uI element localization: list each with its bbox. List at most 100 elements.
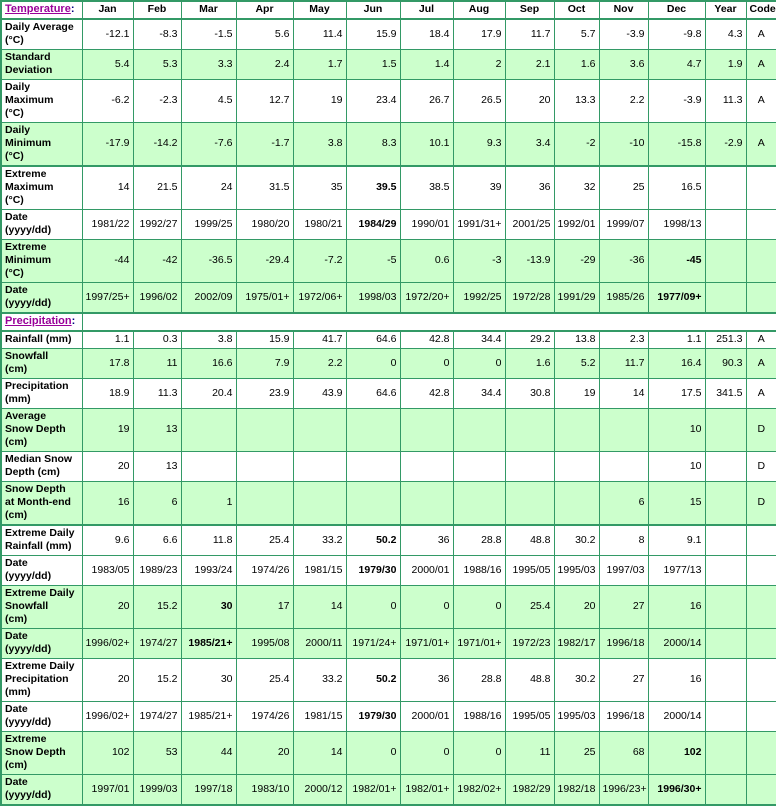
data-cell: 17.8 <box>81 348 134 379</box>
year-cell: 4.3 <box>704 18 747 50</box>
temperature-section-link[interactable]: Temperature <box>5 3 71 15</box>
data-cell: 1971/01+ <box>399 628 454 659</box>
column-header-sep: Sep <box>504 0 555 20</box>
data-cell: 1972/23 <box>504 628 555 659</box>
data-cell: 1977/13 <box>647 555 706 586</box>
column-header-nov: Nov <box>598 0 649 20</box>
table-row: Date (yyyy/dd) 1983/05 1989/23 1993/24 1974/… <box>0 555 776 586</box>
row-label: Snowfall (cm) <box>0 348 83 379</box>
data-cell: 16.5 <box>647 165 706 210</box>
table-row: Date (yyyy/dd) 1996/02+ 1974/27 1985/21+ 197… <box>0 701 776 732</box>
data-cell: 1996/02 <box>132 282 182 314</box>
column-header-mar: Mar <box>180 0 237 20</box>
data-cell: 0 <box>345 585 401 629</box>
table-row: Precipitation (mm) 18.9 11.3 20.4 23.9 43.9 64… <box>0 378 776 409</box>
data-cell: 1974/26 <box>235 555 294 586</box>
data-cell: 1982/02+ <box>452 774 506 806</box>
column-header-jul: Jul <box>399 0 454 20</box>
data-cell: 0 <box>345 348 401 379</box>
data-cell: 10.1 <box>399 122 454 167</box>
data-cell: 1996/18 <box>598 628 649 659</box>
data-cell: 1985/21+ <box>180 628 237 659</box>
data-cell: 1996/18 <box>598 701 649 732</box>
data-cell: 10 <box>647 408 706 452</box>
data-cell: 1981/22 <box>81 209 134 240</box>
data-cell: 2000/11 <box>292 628 347 659</box>
data-cell: 1985/26 <box>598 282 649 314</box>
data-cell: 2 <box>452 49 506 80</box>
data-cell: 25 <box>553 731 600 775</box>
precipitation-header-row: Precipitation: <box>0 312 776 332</box>
column-header-jan: Jan <box>81 0 134 20</box>
table-row: Date (yyyy/dd) 1997/01 1999/03 1997/18 1983/… <box>0 774 776 806</box>
data-cell <box>504 408 555 452</box>
data-cell: 1982/18 <box>553 774 600 806</box>
data-cell: 1981/15 <box>292 555 347 586</box>
year-cell: 251.3 <box>704 330 747 349</box>
data-cell: -36 <box>598 239 649 283</box>
data-cell: 1995/03 <box>553 701 600 732</box>
row-label: Daily Maximum (°C) <box>0 79 83 123</box>
data-cell: -13.9 <box>504 239 555 283</box>
year-cell <box>704 239 747 283</box>
row-label: Extreme Daily Precipitation (mm) <box>0 658 83 702</box>
code-cell <box>745 701 776 732</box>
data-cell <box>399 451 454 482</box>
code-cell: A <box>745 348 776 379</box>
data-cell: 2000/01 <box>399 701 454 732</box>
data-cell: 2000/14 <box>647 628 706 659</box>
data-cell <box>235 451 294 482</box>
precipitation-section-link[interactable]: Precipitation <box>5 315 72 327</box>
section-header-strip <box>81 312 776 332</box>
data-cell: 11.7 <box>598 348 649 379</box>
data-cell: 23.9 <box>235 378 294 409</box>
data-cell: 20 <box>81 658 134 702</box>
row-label: Daily Minimum (°C) <box>0 122 83 167</box>
data-cell: 30 <box>180 658 237 702</box>
data-cell: 44 <box>180 731 237 775</box>
row-label: Date (yyyy/dd) <box>0 628 83 659</box>
temperature-section-colon: : <box>70 3 75 15</box>
code-cell: A <box>745 122 776 167</box>
data-cell: 25 <box>598 165 649 210</box>
data-cell: 1995/08 <box>235 628 294 659</box>
data-cell: -1.7 <box>235 122 294 167</box>
data-cell: 1 <box>180 481 237 526</box>
data-cell: 33.2 <box>292 524 347 556</box>
column-header-may: May <box>292 0 347 20</box>
table-row: Snowfall (cm) 17.8 11 16.6 7.9 2.2 0 0 0 1.6 5.2 11… <box>0 348 776 379</box>
code-cell <box>745 774 776 806</box>
data-cell: 26.7 <box>399 79 454 123</box>
code-cell <box>745 658 776 702</box>
code-cell <box>745 209 776 240</box>
data-cell: 15 <box>647 481 706 526</box>
data-cell <box>345 451 401 482</box>
row-label: Extreme Minimum (°C) <box>0 239 83 283</box>
data-cell: 1985/21+ <box>180 701 237 732</box>
data-cell: 4.5 <box>180 79 237 123</box>
data-cell: 1971/24+ <box>345 628 401 659</box>
data-cell: 1988/16 <box>452 555 506 586</box>
data-cell: 50.2 <box>345 524 401 556</box>
data-cell: 1997/18 <box>180 774 237 806</box>
data-cell: 1991/29 <box>553 282 600 314</box>
data-cell: 9.6 <box>81 524 134 556</box>
code-cell: D <box>745 408 776 452</box>
data-cell <box>292 481 347 526</box>
data-cell: 2.1 <box>504 49 555 80</box>
table-row: Date (yyyy/dd) 1996/02+ 1974/27 1985/21+ 199… <box>0 628 776 659</box>
data-cell: 1993/24 <box>180 555 237 586</box>
data-cell: 25.4 <box>504 585 555 629</box>
data-cell: -29 <box>553 239 600 283</box>
data-cell: 25.4 <box>235 658 294 702</box>
data-cell: 13 <box>132 408 182 452</box>
data-cell: 1982/01+ <box>399 774 454 806</box>
data-cell: 5.2 <box>553 348 600 379</box>
data-cell: 1971/01+ <box>452 628 506 659</box>
data-cell: 20 <box>553 585 600 629</box>
data-cell: 0 <box>399 731 454 775</box>
data-cell: -36.5 <box>180 239 237 283</box>
data-cell: 9.1 <box>647 524 706 556</box>
data-cell: 1972/06+ <box>292 282 347 314</box>
data-cell: 1991/31+ <box>452 209 506 240</box>
